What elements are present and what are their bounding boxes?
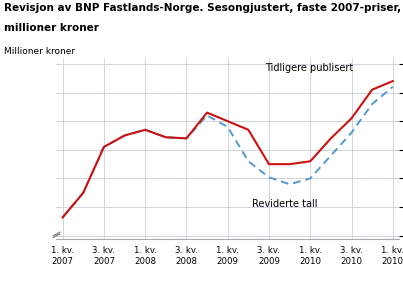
Text: Revisjon av BNP Fastlands-Norge. Sesongjustert, faste 2007-priser,: Revisjon av BNP Fastlands-Norge. Sesongj… — [4, 3, 401, 13]
Text: millioner kroner: millioner kroner — [4, 23, 99, 33]
Text: Reviderte tall: Reviderte tall — [252, 198, 318, 209]
Text: Millioner kroner: Millioner kroner — [4, 47, 75, 56]
Text: Tidligere publisert: Tidligere publisert — [265, 63, 353, 72]
